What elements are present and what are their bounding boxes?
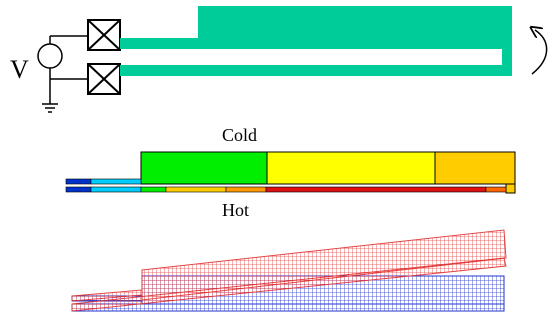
cold-arm-yellow <box>266 151 436 185</box>
hot-arm-blue <box>65 186 92 193</box>
hot-arm-orange <box>225 186 267 193</box>
actuator-body <box>120 6 512 76</box>
cold-arm-orange <box>434 151 516 185</box>
mesh-undeformed-hot-arm <box>71 303 505 312</box>
mesh-simulation <box>71 229 507 312</box>
ground-icon <box>42 103 58 113</box>
hot-arm-red-orange <box>485 186 507 193</box>
voltage-source-icon <box>37 43 63 69</box>
contact-pad-icon-lower <box>87 63 121 95</box>
hot-arm-cyan <box>90 186 142 193</box>
voltage-label: V <box>10 55 29 84</box>
hot-arm-red <box>265 186 487 193</box>
hot-arm-green <box>140 186 167 193</box>
flexure-upper-cyan <box>90 178 142 185</box>
circuit-schematic <box>37 19 121 113</box>
cold-arm-green <box>140 151 268 185</box>
mesh-deformed-flexure <box>71 289 143 302</box>
hot-label: Hot <box>222 200 249 220</box>
contact-pad-icon <box>87 19 121 51</box>
tip-connection <box>505 183 516 194</box>
mesh-deformed-hot-arm <box>71 257 507 312</box>
hot-arm-yellow <box>165 186 227 193</box>
cold-label: Cold <box>222 125 258 145</box>
actuator-layout <box>120 6 512 76</box>
temperature-section <box>65 151 516 194</box>
deflection-arrow-icon <box>532 30 548 75</box>
flexure-upper-blue <box>65 178 92 185</box>
